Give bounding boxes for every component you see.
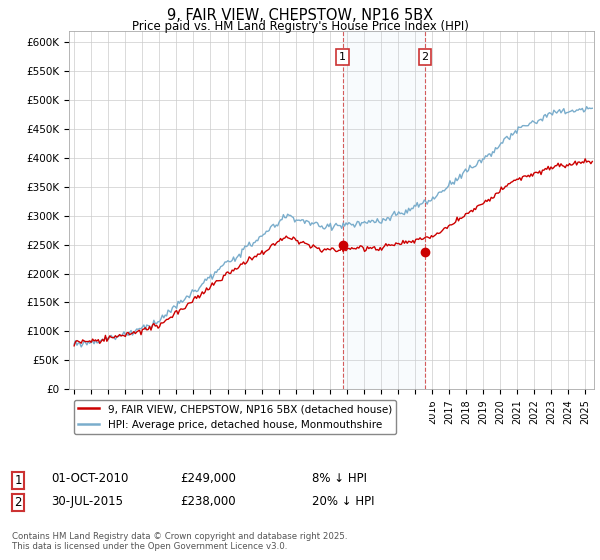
Text: 30-JUL-2015: 30-JUL-2015 [51, 494, 123, 508]
Text: 2: 2 [14, 496, 22, 509]
Text: 2: 2 [421, 52, 428, 62]
Text: Price paid vs. HM Land Registry's House Price Index (HPI): Price paid vs. HM Land Registry's House … [131, 20, 469, 32]
Text: 20% ↓ HPI: 20% ↓ HPI [312, 494, 374, 508]
Text: 1: 1 [14, 474, 22, 487]
Text: £249,000: £249,000 [180, 472, 236, 486]
Legend: 9, FAIR VIEW, CHEPSTOW, NP16 5BX (detached house), HPI: Average price, detached : 9, FAIR VIEW, CHEPSTOW, NP16 5BX (detach… [74, 400, 396, 434]
Text: 01-OCT-2010: 01-OCT-2010 [51, 472, 128, 486]
Text: £238,000: £238,000 [180, 494, 236, 508]
Text: 9, FAIR VIEW, CHEPSTOW, NP16 5BX: 9, FAIR VIEW, CHEPSTOW, NP16 5BX [167, 8, 433, 24]
Text: 1: 1 [339, 52, 346, 62]
Text: Contains HM Land Registry data © Crown copyright and database right 2025.
This d: Contains HM Land Registry data © Crown c… [12, 532, 347, 552]
Text: 8% ↓ HPI: 8% ↓ HPI [312, 472, 367, 486]
Bar [343, 31, 425, 389]
